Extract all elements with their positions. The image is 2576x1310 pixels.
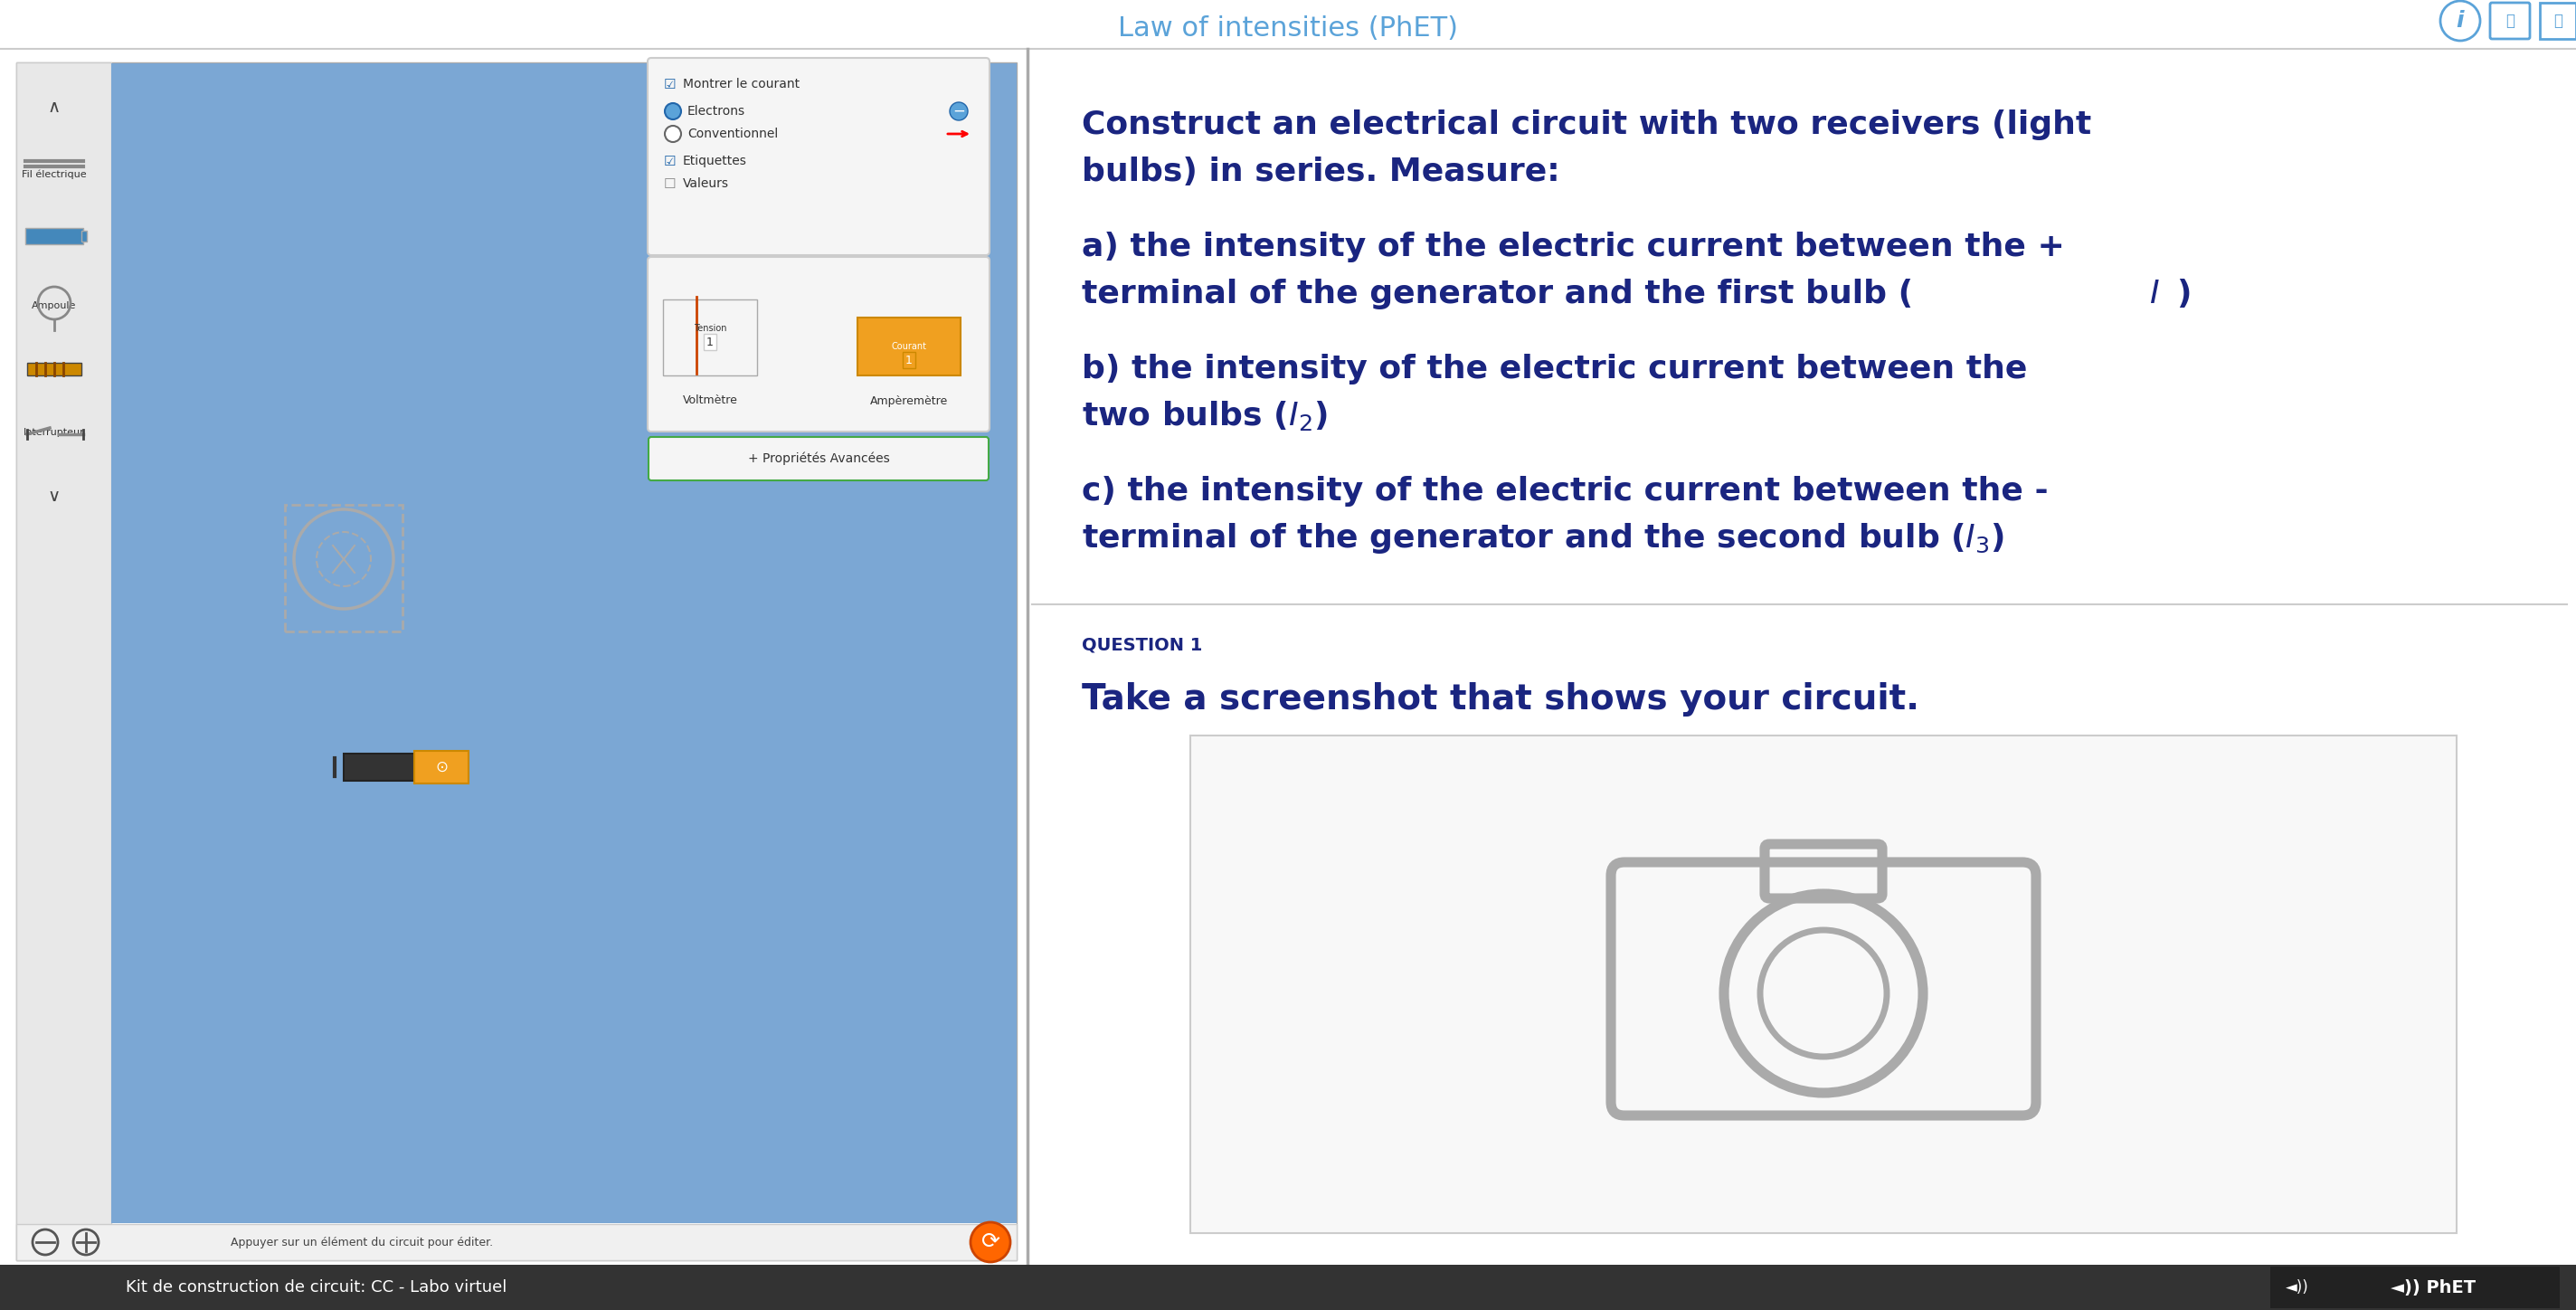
Circle shape — [971, 1222, 1010, 1262]
Text: two bulbs ($I_2$): two bulbs ($I_2$) — [1082, 400, 1327, 432]
Text: ⛰: ⛰ — [2506, 13, 2514, 29]
Text: −: − — [953, 103, 966, 119]
FancyBboxPatch shape — [15, 63, 111, 1260]
Text: Fil électrique: Fil électrique — [21, 170, 88, 179]
Text: Ampoule: Ampoule — [31, 301, 77, 310]
Text: ☑: ☑ — [665, 155, 677, 168]
FancyBboxPatch shape — [647, 58, 989, 255]
Text: Appuyer sur un élément du circuit pour éditer.: Appuyer sur un élément du circuit pour é… — [232, 1237, 492, 1248]
Text: ⊙: ⊙ — [435, 758, 448, 776]
Text: Conventionnel: Conventionnel — [688, 127, 778, 140]
Text: Take a screenshot that shows your circuit.: Take a screenshot that shows your circui… — [1082, 683, 1919, 717]
Text: Kit de construction de circuit: CC - Labo virtuel: Kit de construction de circuit: CC - Lab… — [126, 1280, 507, 1296]
Text: Résistor: Résistor — [33, 364, 75, 373]
Text: $I$: $I$ — [2148, 279, 2159, 309]
FancyBboxPatch shape — [415, 751, 469, 783]
FancyBboxPatch shape — [343, 753, 417, 781]
Circle shape — [665, 126, 680, 141]
Text: ⟳: ⟳ — [981, 1231, 999, 1252]
Text: + Propriétés Avancées: + Propriétés Avancées — [747, 452, 889, 465]
Text: ◄)) PhET: ◄)) PhET — [2391, 1279, 2476, 1296]
Text: Law of intensities (PhET): Law of intensities (PhET) — [1118, 16, 1458, 42]
FancyBboxPatch shape — [0, 1264, 2576, 1310]
Text: Montrer le courant: Montrer le courant — [683, 77, 799, 90]
Text: ∨: ∨ — [49, 487, 62, 504]
Text: Voltmètre: Voltmètre — [683, 394, 737, 406]
FancyBboxPatch shape — [1033, 58, 2563, 1260]
Text: ): ) — [2177, 279, 2192, 309]
Text: c) the intensity of the electric current between the -: c) the intensity of the electric current… — [1082, 476, 2048, 507]
Text: ☑: ☑ — [665, 77, 677, 90]
FancyBboxPatch shape — [26, 228, 82, 244]
FancyBboxPatch shape — [1190, 735, 2458, 1233]
Text: Electrons: Electrons — [688, 105, 744, 118]
FancyBboxPatch shape — [82, 231, 88, 241]
Text: bulbs) in series. Measure:: bulbs) in series. Measure: — [1082, 156, 1561, 187]
Text: Interrupteur: Interrupteur — [23, 428, 85, 438]
Text: b) the intensity of the electric current between the: b) the intensity of the electric current… — [1082, 354, 2027, 385]
Text: Valeurs: Valeurs — [683, 177, 729, 190]
FancyBboxPatch shape — [662, 300, 757, 376]
Text: a) the intensity of the electric current between the +: a) the intensity of the electric current… — [1082, 232, 2066, 262]
Text: 1: 1 — [904, 354, 912, 365]
Text: Etiquettes: Etiquettes — [683, 155, 747, 168]
Text: 🗑: 🗑 — [2553, 13, 2563, 29]
Text: ◄)): ◄)) — [2285, 1280, 2308, 1296]
FancyBboxPatch shape — [111, 63, 1018, 1224]
Text: ☐: ☐ — [665, 177, 677, 190]
FancyBboxPatch shape — [15, 1224, 1018, 1260]
FancyBboxPatch shape — [15, 63, 1018, 1260]
Text: Ampèremètre: Ampèremètre — [871, 394, 948, 406]
Text: Tension: Tension — [693, 324, 726, 333]
Circle shape — [665, 103, 680, 119]
Text: terminal of the generator and the second bulb ($I_3$): terminal of the generator and the second… — [1082, 521, 2004, 555]
Text: QUESTION 1: QUESTION 1 — [1082, 637, 1203, 654]
FancyBboxPatch shape — [28, 363, 82, 376]
Text: 1: 1 — [706, 337, 714, 348]
Text: i: i — [2458, 10, 2465, 31]
Text: ∧: ∧ — [49, 98, 62, 115]
FancyBboxPatch shape — [647, 257, 989, 431]
Text: Pile: Pile — [46, 233, 64, 242]
Text: Courant: Courant — [891, 342, 927, 351]
FancyBboxPatch shape — [858, 317, 961, 376]
Text: terminal of the generator and the first bulb (: terminal of the generator and the first … — [1082, 279, 1914, 309]
FancyBboxPatch shape — [649, 438, 989, 481]
FancyBboxPatch shape — [2269, 1267, 2561, 1309]
Circle shape — [951, 102, 969, 121]
Text: Construct an electrical circuit with two receivers (light: Construct an electrical circuit with two… — [1082, 110, 2092, 140]
